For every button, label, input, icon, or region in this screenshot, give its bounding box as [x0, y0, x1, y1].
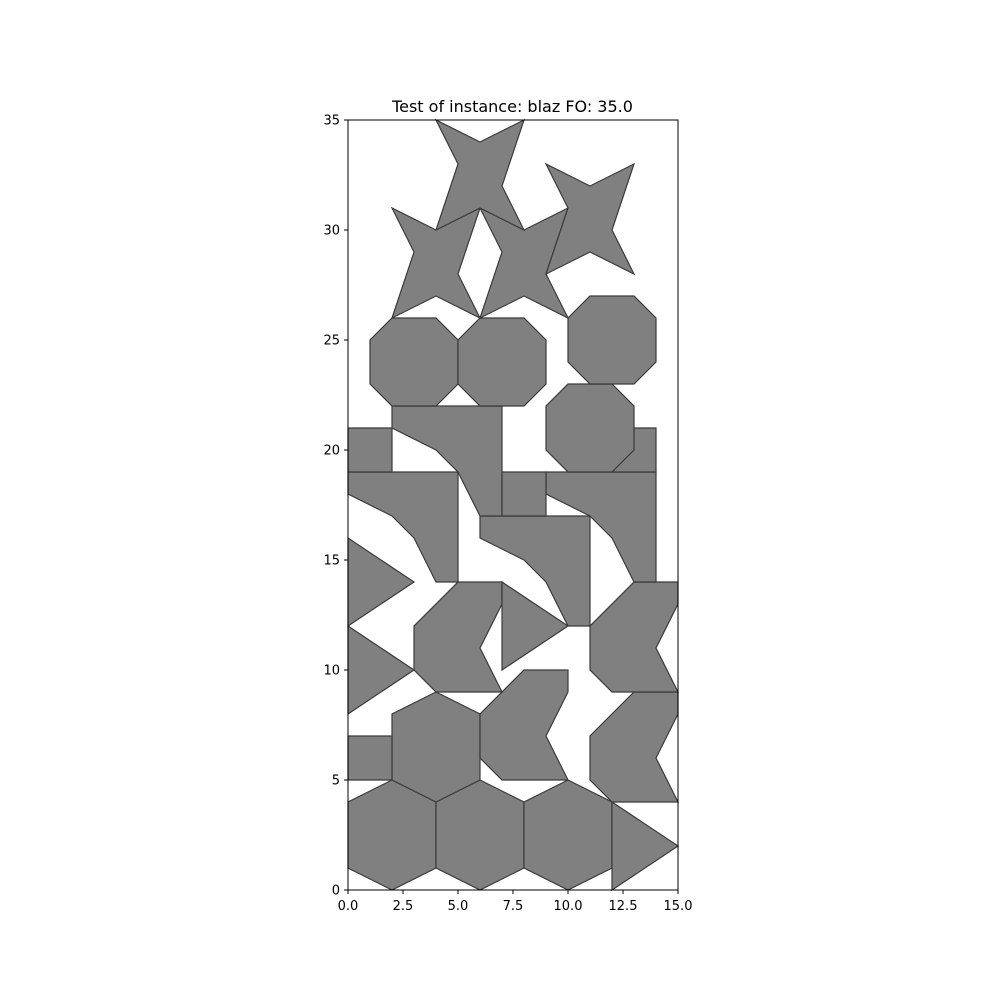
- polygon-layer: [347, 118, 680, 892]
- x-tick-label: 12.5: [609, 899, 638, 914]
- polygon-trapezoid-17: [391, 405, 503, 517]
- polygon-octagon-22: [369, 317, 459, 407]
- polygon-star-25: [390, 206, 482, 320]
- x-tick-label: 5.0: [448, 899, 469, 914]
- x-tick-label: 7.5: [503, 899, 524, 914]
- x-tick-label: 10.0: [554, 899, 583, 914]
- polygon-triangle-4: [611, 800, 680, 892]
- y-tick-label: 0: [332, 884, 340, 899]
- x-axis: 0.0 2.5 5.0 7.5 10.0 12.5 15.0: [338, 890, 693, 914]
- y-tick-label: 5: [332, 774, 340, 789]
- polygon-hexagon-1: [347, 779, 437, 891]
- y-tick-label: 20: [323, 444, 340, 459]
- x-tick-label: 15.0: [664, 899, 693, 914]
- polygon-triangle-10: [347, 536, 416, 628]
- polygon-square-18: [347, 427, 393, 473]
- chart-title: Test of instance: blaz FO: 35.0: [391, 97, 633, 116]
- polygon-chevron-7: [479, 669, 569, 781]
- polygon-hexagon-2: [435, 779, 525, 891]
- y-tick-label: 10: [323, 664, 340, 679]
- y-tick-label: 35: [323, 114, 340, 129]
- polygon-star-28: [544, 162, 636, 276]
- polygon-star-27: [434, 118, 526, 232]
- polygon-triangle-12: [501, 580, 570, 672]
- polygon-triangle-9: [347, 624, 416, 716]
- polygon-chevron-8: [589, 691, 679, 803]
- x-tick-label: 0.0: [338, 899, 359, 914]
- polygon-chevron-13: [589, 581, 679, 693]
- y-tick-label: 25: [323, 334, 340, 349]
- y-tick-label: 15: [323, 554, 340, 569]
- polygon-octagon-23: [457, 317, 547, 407]
- polygon-octagon-24: [567, 295, 657, 385]
- polygon-trapezoid-15: [479, 515, 591, 627]
- polygon-square-19: [501, 471, 547, 517]
- polygon-trapezoid-16: [545, 471, 657, 583]
- y-axis: 0 5 10 15 20 25 30 35: [323, 114, 348, 899]
- polygon-trapezoid-14: [347, 471, 459, 583]
- polygon-hexagon-5: [391, 691, 481, 803]
- polygon-chevron-11: [413, 581, 503, 693]
- x-tick-label: 2.5: [393, 899, 414, 914]
- polygon-square-6: [347, 735, 393, 781]
- polygon-octagon-21: [545, 383, 635, 473]
- polygon-hexagon-3: [523, 779, 613, 891]
- y-tick-label: 30: [323, 224, 340, 239]
